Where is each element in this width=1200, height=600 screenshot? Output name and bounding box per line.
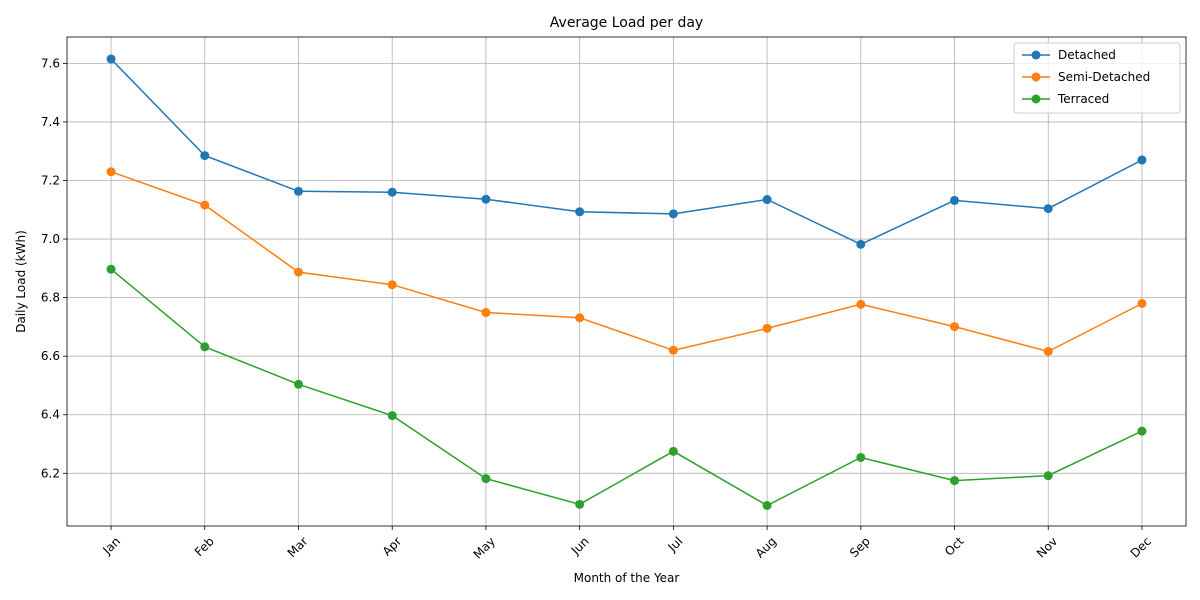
series-line (110, 58, 1143, 246)
data-point (950, 476, 960, 486)
series-line (110, 170, 1143, 353)
data-point (668, 209, 678, 219)
x-tick-label: Apr (380, 534, 405, 559)
x-tick-label: Sep (847, 534, 873, 560)
data-point (200, 151, 210, 161)
series-layer (106, 54, 1147, 511)
chart-title: Average Load per day (550, 15, 703, 31)
y-tick-label: 6.6 (41, 349, 60, 363)
x-tick-label: Oct (942, 534, 967, 559)
x-tick-label: Dec (1128, 534, 1154, 560)
data-point (387, 411, 397, 421)
legend-marker (1031, 50, 1041, 60)
legend: Detached Semi-Detached Terraced (1013, 42, 1181, 114)
y-tick-label: 6.2 (41, 466, 60, 480)
x-axis-label: Month of the Year (574, 571, 680, 585)
data-point (762, 501, 772, 511)
data-point (668, 446, 678, 456)
data-point (575, 207, 585, 217)
data-point (762, 323, 772, 333)
data-point (1043, 471, 1053, 481)
data-point (200, 200, 210, 210)
data-point (106, 54, 116, 64)
legend-label: Detached (1058, 48, 1116, 62)
y-tick-label: 7.2 (41, 173, 60, 187)
legend-marker (1031, 94, 1041, 104)
legend-marker (1031, 72, 1041, 82)
x-tick-label: Aug (753, 534, 779, 560)
y-tick-label: 7.0 (41, 232, 60, 246)
data-point (387, 187, 397, 197)
data-point (293, 186, 303, 196)
data-point (1137, 298, 1147, 308)
legend-box (1013, 42, 1181, 114)
x-tick-label: May (471, 534, 498, 561)
y-axis: 6.2 6.4 6.6 6.8 7.0 7.2 7.4 7.6 (41, 56, 67, 480)
x-tick-label: Jul (665, 534, 686, 555)
data-point (856, 299, 866, 309)
x-tick-label: Mar (285, 534, 311, 560)
data-point (1043, 204, 1053, 214)
y-tick-label: 6.8 (41, 291, 60, 305)
data-point (575, 499, 585, 509)
data-point (481, 308, 491, 318)
plot-frame (66, 36, 1187, 527)
data-point (950, 322, 960, 332)
data-point (856, 239, 866, 249)
data-point (200, 342, 210, 352)
grid-lines (67, 37, 1186, 526)
legend-label: Semi-Detached (1058, 70, 1150, 84)
legend-label: Terraced (1057, 92, 1109, 106)
series-line (110, 268, 1143, 507)
y-tick-label: 7.6 (41, 56, 60, 70)
data-point (575, 313, 585, 323)
data-point (106, 264, 116, 274)
data-point (293, 267, 303, 277)
data-point (481, 194, 491, 204)
y-tick-label: 7.4 (41, 115, 60, 129)
data-point (1043, 346, 1053, 356)
x-tick-label: Nov (1034, 534, 1060, 560)
data-point (293, 379, 303, 389)
data-point (106, 167, 116, 177)
data-point (387, 280, 397, 290)
data-point (950, 195, 960, 205)
x-tick-label: Jun (568, 534, 592, 558)
data-point (762, 195, 772, 205)
x-axis: Jan Feb Mar Apr May Jun Jul Aug Sep Oct Nov Dec (99, 526, 1154, 562)
data-point (1137, 426, 1147, 436)
y-axis-label: Daily Load (kWh) (14, 230, 28, 333)
data-point (668, 345, 678, 355)
x-tick-label: Jan (99, 534, 123, 558)
data-point (1137, 155, 1147, 165)
y-tick-label: 6.4 (41, 408, 60, 422)
x-tick-label: Feb (192, 534, 217, 559)
data-point (481, 474, 491, 484)
data-point (856, 452, 866, 462)
